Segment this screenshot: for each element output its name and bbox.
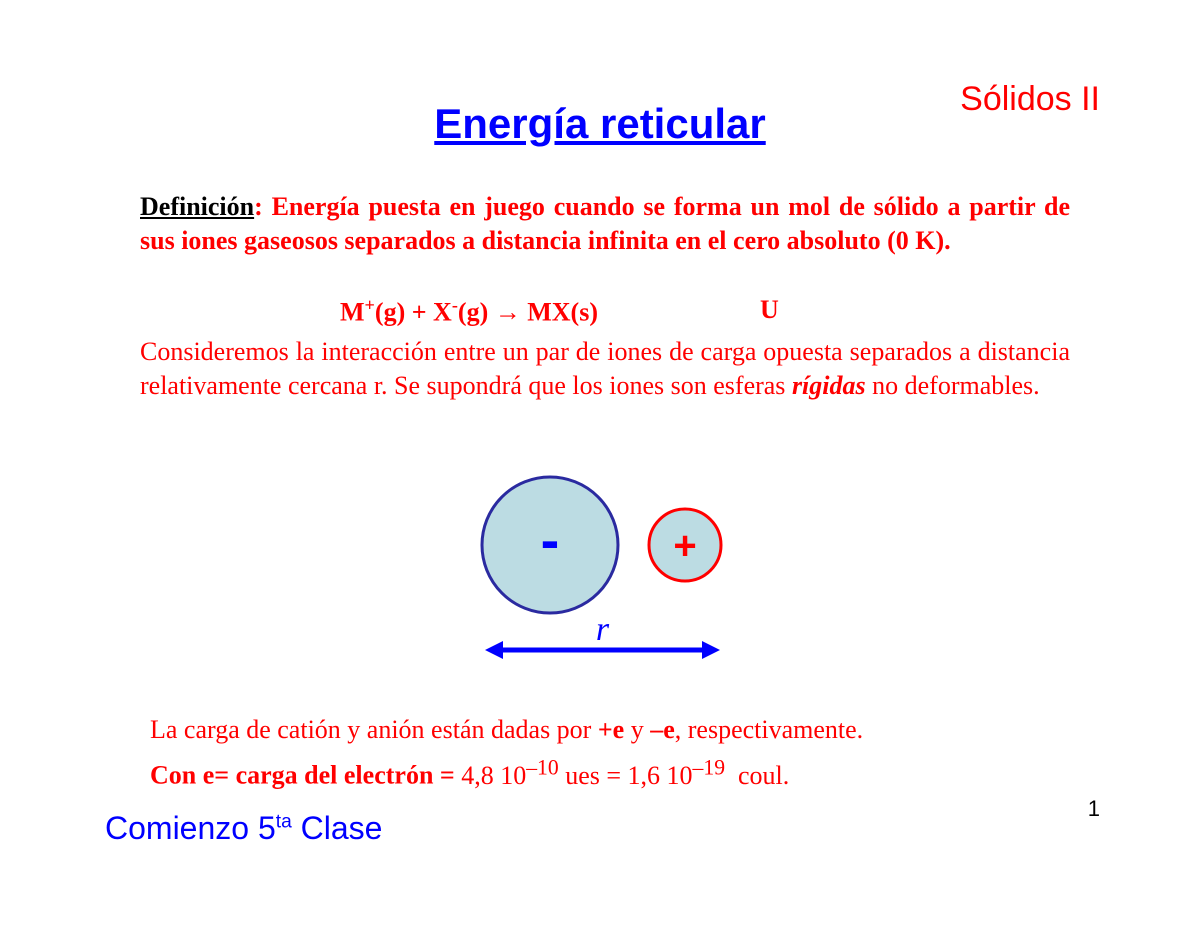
- charge-line: La carga de catión y anión están dadas p…: [150, 715, 1070, 745]
- distance-label: r: [596, 611, 610, 648]
- electron-charge-line: Con e= carga del electrón = 4,8 10–10 ue…: [150, 755, 1070, 791]
- arrowhead-right-icon: [702, 641, 720, 659]
- cation-label: +: [673, 524, 696, 568]
- equation-symbol: U: [760, 295, 779, 325]
- electron-charge-values: 4,8 10–10 ues = 1,6 10–19 coul.: [461, 761, 789, 790]
- consider-block: Consideremos la interacción entre un par…: [140, 335, 1070, 403]
- electron-charge-lead: Con e= carga del electrón =: [150, 761, 461, 790]
- anion-label: -: [541, 508, 560, 571]
- footer-left: Comienzo 5ta Clase: [105, 810, 382, 847]
- equation-expression: M+(g) + X-(g) → MX(s): [340, 295, 598, 328]
- definition-label: Definición: [140, 192, 254, 221]
- definition-text: Energía puesta en juego cuando se forma …: [140, 192, 1070, 255]
- slide-page: Sólidos II Energía reticular Definición:…: [0, 0, 1200, 927]
- ion-pair-diagram: - + r: [0, 460, 1200, 690]
- page-title: Energía reticular: [0, 100, 1200, 148]
- arrowhead-left-icon: [485, 641, 503, 659]
- definition-block: Definición: Energía puesta en juego cuan…: [140, 190, 1070, 258]
- page-number: 1: [1088, 796, 1100, 822]
